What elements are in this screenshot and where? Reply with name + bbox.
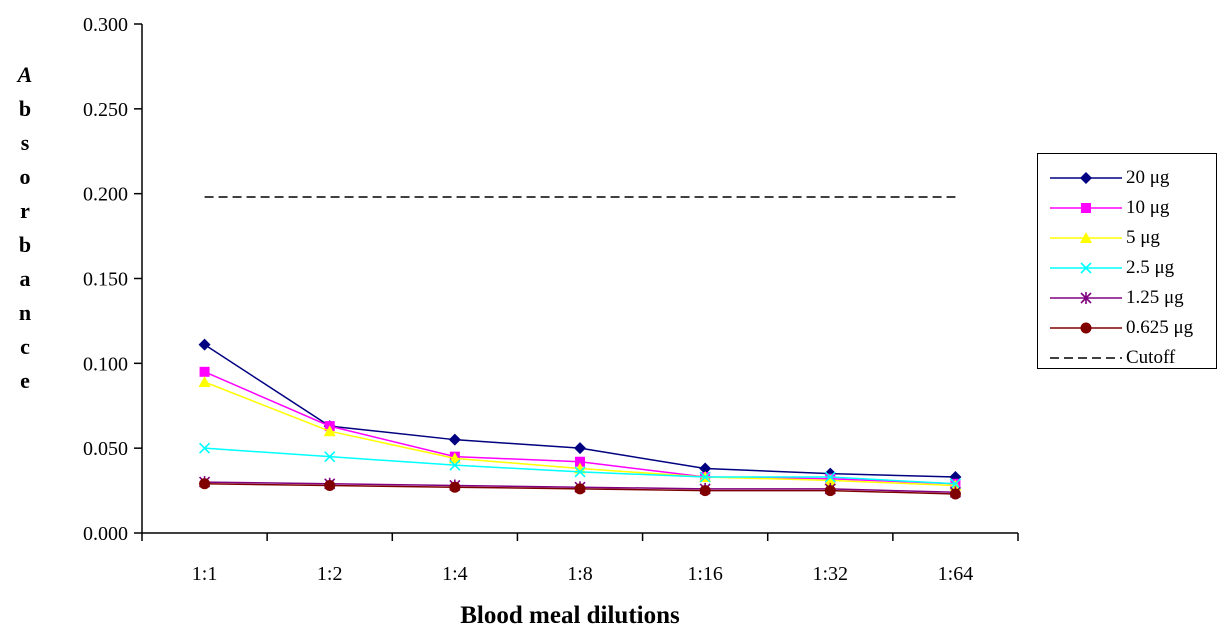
y-axis-label-letter: a <box>19 266 31 291</box>
y-tick-label: 0.150 <box>83 269 128 291</box>
y-axis-label-letter: r <box>20 198 30 223</box>
data-point <box>699 471 711 483</box>
y-tick-label: 0.100 <box>83 353 128 375</box>
y-axis-label-letter: b <box>18 232 32 257</box>
legend-item: 20 μg <box>1048 164 1169 192</box>
legend-label: 10 μg <box>1126 197 1170 218</box>
data-point <box>199 442 211 454</box>
legend-item: 5 μg <box>1048 224 1160 252</box>
y-axis-label-letter: b <box>18 96 32 121</box>
y-tick-label: 0.000 <box>83 523 128 545</box>
data-point <box>824 471 836 483</box>
data-point <box>574 442 586 455</box>
x-axis-label: Blood meal dilutions <box>460 602 680 629</box>
data-point <box>949 488 961 500</box>
legend-swatch <box>1050 292 1122 304</box>
data-point <box>575 456 585 467</box>
legend-item: 0.625 μg <box>1048 314 1193 342</box>
legend-marker <box>1080 172 1092 184</box>
legend-item: 10 μg <box>1048 194 1169 222</box>
data-point <box>198 375 211 387</box>
legend-marker <box>1080 262 1092 274</box>
data-point <box>574 462 586 474</box>
legend-swatch <box>1050 357 1122 359</box>
data-point <box>699 485 711 497</box>
y-tick-label: 0.250 <box>83 99 128 121</box>
y-axis-label-letter: s <box>20 130 30 155</box>
legend-label: 1.25 μg <box>1126 287 1184 308</box>
data-point <box>824 474 837 486</box>
data-point <box>448 452 461 464</box>
x-tick-label: 1:32 <box>813 563 849 585</box>
plot-area <box>198 196 962 500</box>
x-tick-label: 1:8 <box>567 563 593 585</box>
series-5-g <box>198 375 962 491</box>
data-point <box>324 451 336 463</box>
data-point <box>949 478 961 490</box>
legend-marker <box>1080 322 1092 334</box>
legend-swatch <box>1050 322 1122 334</box>
x-tick-label: 1:4 <box>442 563 468 585</box>
legend: 20 μg 10 μg 5 μg 2.5 μg 1.25 μg 0.625 μg Cutof… <box>1037 153 1217 369</box>
data-point <box>449 459 461 471</box>
legend-label: 0.625 μg <box>1126 317 1194 338</box>
x-tick-label: 1:16 <box>687 563 723 585</box>
y-tick-label: 0.050 <box>83 438 128 460</box>
legend-swatch <box>1050 232 1122 243</box>
data-point <box>323 425 336 437</box>
x-tick-label: 1:1 <box>192 563 218 585</box>
legend-swatch <box>1050 262 1122 274</box>
data-point <box>448 433 461 446</box>
legend-marker <box>1080 292 1092 304</box>
legend-label: Cutoff <box>1126 347 1176 368</box>
x-tick-label: 1:2 <box>317 563 343 585</box>
legend-label: 20 μg <box>1126 167 1170 188</box>
data-point <box>574 483 586 495</box>
data-point <box>324 479 336 491</box>
data-point <box>574 466 586 478</box>
y-tick-label: 0.300 <box>83 14 128 36</box>
y-axis-label-letter: A <box>17 62 33 87</box>
legend-label: 2.5 μg <box>1126 257 1175 278</box>
legend-item: 1.25 μg <box>1048 284 1184 312</box>
legend-label: 5 μg <box>1126 227 1160 248</box>
y-axis-label-letter: c <box>20 334 30 359</box>
data-point <box>199 366 210 377</box>
y-tick-label: 0.200 <box>83 184 128 206</box>
y-axis-label-letter: o <box>19 164 31 189</box>
legend-swatch <box>1050 172 1122 184</box>
x-tick-label: 1:64 <box>938 563 974 585</box>
legend-item: Cutoff <box>1048 344 1175 372</box>
data-point <box>199 478 211 490</box>
axes: 0.000 0.050 0.100 0.150 0.200 0.250 0.300 1:1 1:… <box>83 14 1019 585</box>
legend-marker <box>1081 203 1091 213</box>
legend-item: 2.5 μg <box>1048 254 1174 282</box>
data-point <box>449 481 461 493</box>
legend-marker <box>1080 232 1092 243</box>
series-0.625-g <box>199 478 961 500</box>
series-2.5-g <box>199 442 961 490</box>
legend-swatch <box>1050 203 1122 213</box>
data-point <box>198 338 211 351</box>
y-axis-label-letter: n <box>18 300 32 325</box>
data-point <box>699 462 712 475</box>
data-point <box>824 485 836 497</box>
y-axis-label-letter: e <box>20 368 30 393</box>
